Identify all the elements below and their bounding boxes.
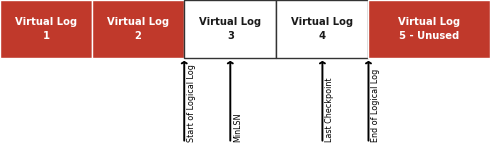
Text: MinLSN: MinLSN	[233, 113, 242, 142]
Bar	[184, 0, 276, 58]
Text: Virtual Log
4: Virtual Log 4	[292, 17, 353, 41]
Text: Virtual Log
5 - Unused: Virtual Log 5 - Unused	[398, 17, 460, 41]
Text: Start of Logical Log: Start of Logical Log	[187, 64, 196, 142]
Text: Virtual Log
2: Virtual Log 2	[107, 17, 169, 41]
Text: Virtual Log
1: Virtual Log 1	[15, 17, 77, 41]
Text: Last Checkpoint: Last Checkpoint	[325, 78, 334, 142]
Text: Virtual Log
3: Virtual Log 3	[199, 17, 261, 41]
Bar	[276, 0, 368, 58]
Bar	[0, 0, 92, 58]
Text: End of Logical Log: End of Logical Log	[371, 69, 380, 142]
Bar	[368, 0, 490, 58]
Bar	[92, 0, 184, 58]
